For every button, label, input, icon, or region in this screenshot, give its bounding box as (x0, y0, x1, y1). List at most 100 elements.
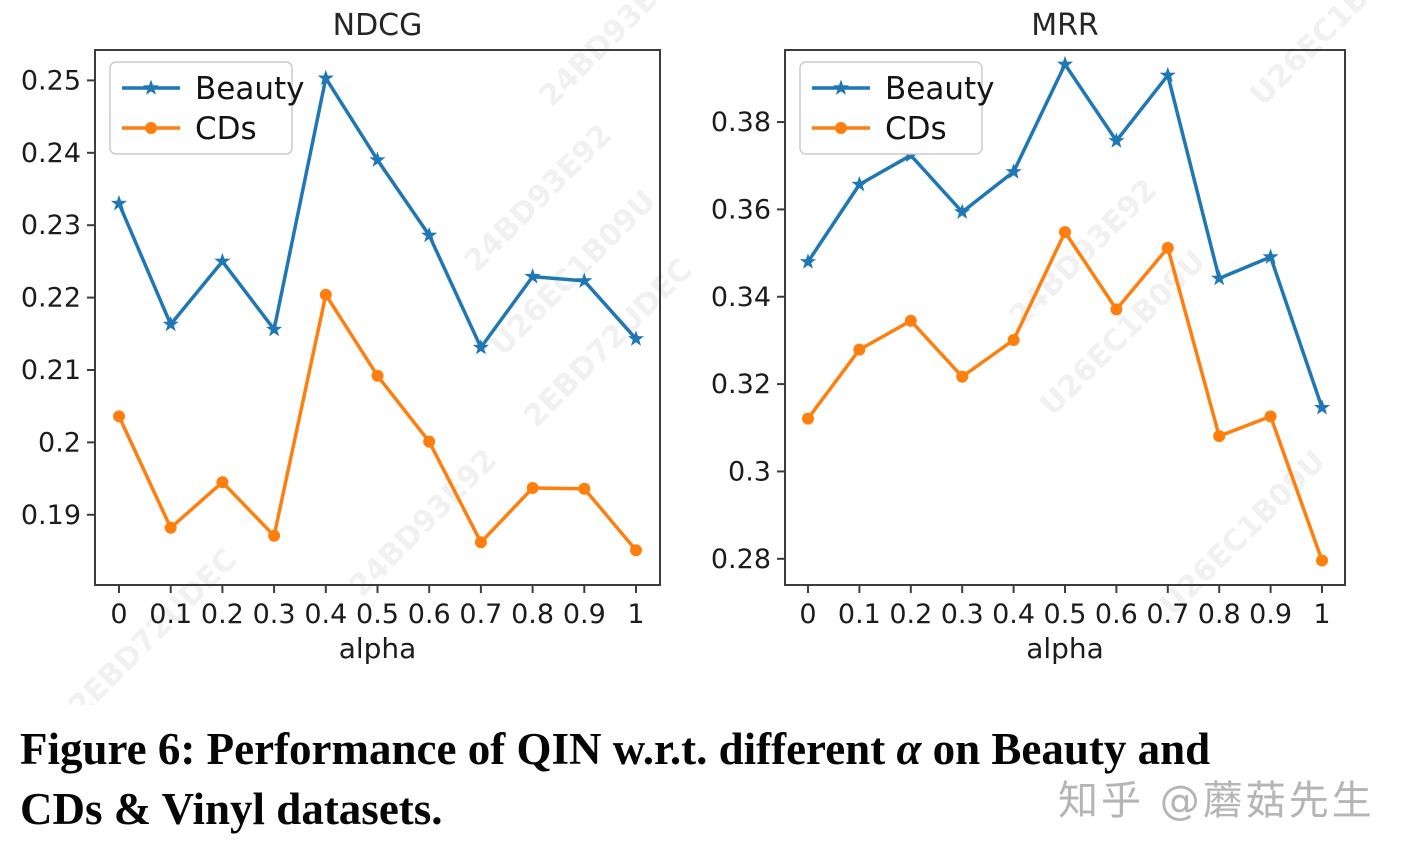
circle-marker (526, 481, 539, 494)
chart-ndcg: NDCG 0.19 0.2 0.21 0.22 0.23 0.24 0.25 0 0.1 0.2 0.… (21, 8, 661, 665)
star-marker (142, 79, 160, 95)
x-tick-label: 0.1 (838, 599, 881, 630)
circle-marker (1110, 303, 1123, 316)
legend-label: CDs (195, 111, 257, 147)
circle-marker (1161, 241, 1174, 254)
star-marker (799, 253, 817, 269)
x-tick-label: 0.5 (356, 599, 399, 630)
circle-marker (164, 521, 177, 534)
circle-marker (853, 343, 866, 356)
faint-watermark-text: U26EC1B09U (1244, 0, 1404, 113)
x-tick-label: 0.7 (459, 599, 502, 630)
y-tick-label: 0.34 (711, 282, 771, 313)
star-marker (214, 252, 231, 269)
series-cds (802, 226, 1328, 567)
x-tick-label: 0.2 (889, 599, 932, 630)
x-tick-label: 1 (1313, 599, 1330, 630)
star-marker (524, 268, 541, 284)
chart-title: NDCG (333, 8, 423, 43)
legend-label: Beauty (885, 71, 994, 107)
star-marker (421, 226, 438, 243)
x-tick-label: 0.2 (201, 599, 244, 630)
x-tick-label: 0.9 (1249, 599, 1292, 630)
y-tick-label: 0.3 (728, 456, 771, 487)
circle-marker (216, 476, 229, 489)
x-tick-label: 0 (799, 599, 816, 630)
circle-marker (319, 288, 332, 301)
star-marker (1313, 399, 1331, 415)
star-marker (317, 69, 334, 86)
circle-marker (1264, 410, 1277, 423)
legend-entry-cds: CDs (812, 111, 947, 147)
x-tick-label: 0.1 (149, 599, 192, 630)
y-tick-label: 0.19 (21, 500, 81, 531)
x-tick-label: 0.3 (941, 599, 984, 630)
y-tick-label: 0.28 (711, 544, 771, 575)
alpha-symbol: α (896, 724, 922, 774)
circle-marker (904, 314, 917, 327)
circle-marker (578, 482, 591, 495)
y-tick-label: 0.38 (711, 107, 771, 138)
star-marker (576, 272, 593, 288)
y-tick-label: 0.2 (38, 427, 81, 458)
x-tick-label: 0.4 (992, 599, 1035, 630)
faint-watermark-text: 24BD93E92 (342, 442, 504, 604)
x-tick-label: 0.9 (563, 599, 606, 630)
star-marker (627, 330, 645, 346)
legend-label: CDs (885, 111, 947, 147)
star-marker (472, 339, 489, 355)
y-tick-label: 0.36 (711, 194, 771, 225)
star-marker (1159, 66, 1176, 83)
legend: Beauty CDs (109, 61, 304, 155)
series-beauty (110, 69, 645, 355)
circle-marker (113, 410, 125, 423)
circle-marker (835, 122, 847, 134)
legend-label: Beauty (195, 71, 304, 107)
star-marker (1108, 132, 1125, 148)
caption-line1-prefix: Figure 6: Performance of QIN w.r.t. diff… (20, 724, 897, 774)
x-tick-label: 0 (110, 599, 127, 630)
x-tick-label: 0.8 (511, 599, 554, 630)
circle-marker (145, 122, 157, 134)
circle-marker (1007, 333, 1020, 346)
zhihu-watermark: 知乎 @蘑菇先生 (1058, 778, 1375, 824)
star-marker (1056, 55, 1074, 72)
star-marker (110, 194, 128, 211)
figure-caption: Figure 6: Performance of QIN w.r.t. diff… (20, 720, 1392, 840)
circle-marker (802, 412, 814, 425)
legend-entry-cds: CDs (122, 111, 257, 147)
y-tick-label: 0.22 (21, 283, 81, 314)
y-tick-label: 0.24 (21, 138, 81, 169)
x-axis-label: alpha (339, 632, 417, 665)
faint-watermark-text: 24BD93E92 (532, 0, 694, 114)
circle-marker (630, 544, 642, 557)
x-tick-label: 0.3 (253, 599, 296, 630)
legend: Beauty CDs (799, 61, 994, 155)
series-line (117, 292, 638, 553)
legend-entry-beauty: Beauty (812, 71, 994, 107)
caption-line1-suffix: on Beauty and (921, 724, 1211, 774)
x-tick-label: 0.4 (304, 599, 347, 630)
circle-marker (268, 529, 281, 542)
star-marker (954, 203, 971, 219)
x-tick-label: 0.5 (1044, 599, 1087, 630)
x-tick-label: 0.6 (408, 599, 451, 630)
circle-marker (474, 536, 487, 549)
star-marker (369, 151, 386, 167)
chart-mrr: MRR 0.28 0.3 0.32 0.34 0.36 0.38 0 0.1 0.2 0.3 0.4 0… (711, 8, 1346, 665)
x-axis-label: alpha (1026, 632, 1104, 665)
y-tick-label: 0.32 (711, 369, 771, 400)
circle-marker (423, 435, 436, 448)
x-tick-label: 1 (627, 599, 644, 630)
faint-watermark-text: U26EC1B09U (1154, 444, 1333, 623)
star-marker (162, 315, 179, 332)
circle-marker (1059, 226, 1071, 239)
star-marker (1005, 163, 1022, 179)
star-marker (1262, 248, 1279, 264)
caption-line-2: CDs & Vinyl datasets. (20, 783, 443, 834)
star-marker (851, 176, 868, 192)
y-tick-label: 0.21 (21, 355, 81, 386)
y-tick-label: 0.25 (21, 65, 81, 96)
